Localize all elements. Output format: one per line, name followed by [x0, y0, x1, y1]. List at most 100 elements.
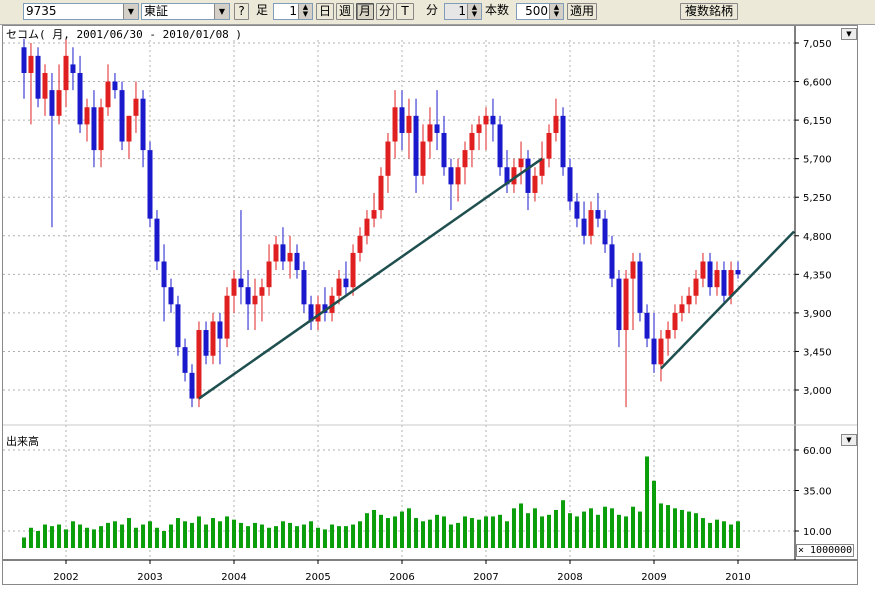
- candle-body: [98, 107, 104, 151]
- candle-body: [56, 90, 62, 116]
- candle-body: [175, 304, 181, 348]
- candle-body: [168, 287, 174, 305]
- candle-body: [119, 90, 125, 142]
- candle-body: [91, 107, 97, 151]
- volume-bar: [526, 513, 530, 548]
- candle-body: [49, 90, 55, 116]
- period-stepper[interactable]: 1 ▲ ▼: [273, 3, 313, 20]
- count-stepper[interactable]: 500 ▲ ▼: [516, 3, 564, 20]
- stepper-arrows-icon[interactable]: ▲ ▼: [467, 4, 481, 19]
- price-tick-label: 4,800: [803, 232, 832, 243]
- price-tick-label: 3,900: [803, 309, 832, 320]
- candle-body: [532, 175, 538, 193]
- volume-bar: [511, 508, 516, 548]
- candle-body: [245, 287, 251, 305]
- chevron-down-icon[interactable]: ▼: [214, 4, 229, 19]
- candle-body: [63, 55, 69, 91]
- volume-bar: [280, 521, 285, 548]
- chart-title: セコム( 月, 2001/06/30 - 2010/01/08 ): [6, 28, 243, 41]
- candle-body: [231, 278, 237, 296]
- axis-labels: 3,000 3,450 3,900 4,350 4,800 5,250 5,700 6,150…: [53, 39, 831, 583]
- volume-bar: [553, 509, 558, 548]
- minute-button[interactable]: 分: [376, 3, 394, 20]
- candle-body: [665, 330, 671, 339]
- price-panel-menu-icon[interactable]: ▼: [841, 28, 857, 40]
- stepper-arrows-icon[interactable]: ▲ ▼: [549, 4, 563, 19]
- candle-body: [42, 72, 48, 99]
- candle-body: [455, 167, 461, 185]
- candle-body: [721, 270, 727, 296]
- volume-bar: [253, 522, 257, 548]
- year-tick-label: 2004: [221, 572, 246, 583]
- volume-bar: [532, 508, 537, 548]
- candle-body: [140, 98, 146, 151]
- price-tick-label: 3,450: [803, 347, 832, 358]
- price-tick-label: 6,600: [803, 78, 832, 89]
- daily-button[interactable]: 日: [316, 3, 334, 20]
- trend-line: [198, 157, 543, 400]
- volume-bar: [463, 516, 467, 548]
- candle-body: [84, 107, 90, 125]
- volume-bar: [666, 505, 671, 548]
- volume-unit-label: × 1000000: [796, 544, 855, 557]
- candle-body: [525, 158, 531, 193]
- chevron-down-icon[interactable]: ▼: [123, 4, 138, 19]
- volume-bar: [301, 524, 306, 548]
- volume-bar: [343, 526, 348, 548]
- volume-bar: [477, 519, 482, 548]
- candle-body: [266, 261, 272, 288]
- volume-bar: [519, 503, 524, 548]
- candle-body: [672, 312, 678, 331]
- candle-body: [350, 252, 356, 288]
- volume-bar: [715, 519, 719, 548]
- exchange-select[interactable]: 東証 ▼: [141, 3, 230, 20]
- price-candles: [21, 38, 741, 408]
- candle-body: [630, 261, 636, 279]
- help-button[interactable]: ?: [234, 3, 249, 20]
- candle-body: [700, 261, 706, 279]
- volume-bar: [616, 514, 621, 548]
- volume-bar: [358, 521, 362, 548]
- candle-body: [77, 72, 83, 125]
- volume-bar: [427, 519, 432, 548]
- volume-bar: [589, 508, 593, 548]
- volume-bar: [337, 526, 341, 548]
- volume-panel-menu-icon[interactable]: ▼: [841, 434, 857, 446]
- volume-bar: [127, 518, 131, 548]
- stepper-arrows-icon[interactable]: ▲ ▼: [298, 4, 312, 19]
- volume-tick-label: 10.00: [803, 527, 832, 538]
- volume-bar: [435, 514, 440, 548]
- candle-body: [336, 278, 342, 296]
- minute-value: 1: [458, 4, 466, 18]
- candle-body: [567, 167, 573, 202]
- tick-button[interactable]: T: [396, 3, 414, 20]
- stock-code-select[interactable]: 9735 ▼: [23, 3, 139, 20]
- candle-body: [294, 252, 300, 271]
- candle-body: [441, 132, 447, 168]
- volume-bar: [708, 522, 713, 548]
- price-tick-label: 5,250: [803, 193, 832, 204]
- stock-code-value: 9735: [26, 4, 57, 18]
- minute-stepper[interactable]: 1 ▲ ▼: [444, 3, 482, 20]
- multi-stock-button[interactable]: 複数銘柄: [680, 3, 738, 20]
- candle-body: [182, 347, 188, 373]
- candle-body: [238, 278, 244, 288]
- candle-body: [343, 278, 349, 288]
- volume-bar: [316, 527, 320, 548]
- candle-body: [196, 330, 202, 399]
- candle-body: [511, 167, 517, 185]
- monthly-button[interactable]: 月: [356, 3, 374, 20]
- volume-bar: [484, 516, 488, 548]
- candle-body: [644, 312, 650, 339]
- apply-button[interactable]: 適用: [567, 3, 597, 20]
- volume-bar: [364, 513, 369, 548]
- candle-body: [378, 175, 384, 211]
- candle-body: [476, 124, 482, 133]
- exchange-value: 東証: [144, 4, 169, 18]
- year-tick-label: 2007: [473, 572, 498, 583]
- trend-line: [660, 230, 795, 370]
- volume-bar: [652, 480, 656, 548]
- weekly-button[interactable]: 週: [336, 3, 354, 20]
- volume-bar: [372, 509, 377, 548]
- count-value: 500: [525, 4, 548, 18]
